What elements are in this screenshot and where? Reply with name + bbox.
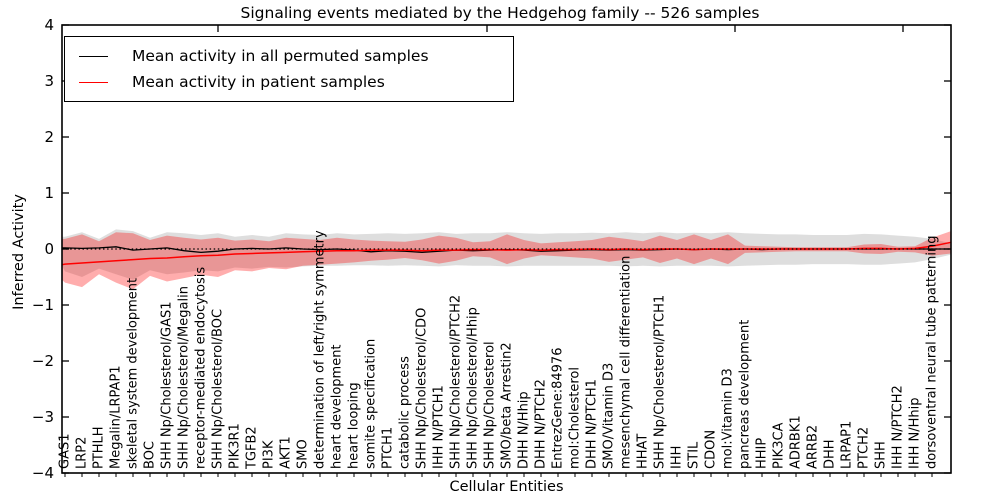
legend-label-permuted: Mean activity in all permuted samples [132,47,429,65]
x-axis-label: Cellular Entities [449,479,564,495]
y-tick-label: −1 [32,296,54,314]
category-label: SHH Np/Cholesterol/PTCH2 [449,295,464,469]
category-label: dorsoventral neural tube patterning [925,236,940,469]
category-label: pancreas development [738,320,753,469]
category-label: IHH N/PTCH2 [891,385,906,469]
y-tick-label: 3 [44,72,54,90]
category-label: determination of left/right symmetry [313,230,328,469]
category-label: LRP2 [75,437,90,469]
category-label: IHH [670,446,685,469]
permuted-line-swatch-icon [79,55,108,57]
category-label: SHH [874,441,889,469]
category-label: somite specification [364,339,379,469]
y-tick-label: −4 [32,464,54,482]
category-label: SHH Np/Cholesterol/Megalin [177,286,192,469]
y-tick-label: 2 [44,128,54,146]
category-label: CDON [704,430,719,469]
category-label: receptor-mediated endocytosis [194,267,209,469]
category-label: EntrezGene:84976 [551,348,566,469]
category-label: ARRB2 [806,425,821,469]
category-label: PI3K [262,440,277,469]
category-label: IHH N/PTCH1 [432,385,447,469]
category-label: HHIP [755,438,770,469]
category-label: PTCH1 [381,427,396,469]
category-label: heart development [330,344,345,469]
category-label: SHH Np/Cholesterol [483,341,498,469]
category-label: PIK3R1 [228,423,243,469]
category-label: mesenchymal cell differentiation [619,256,634,469]
category-label: DHH N/PTCH1 [585,379,600,469]
category-label: HHAT [636,434,651,469]
category-label: SHH Np/Cholesterol/Hhip [466,307,481,469]
category-label: PIK3CA [772,422,787,469]
category-label: PTCH2 [857,427,872,469]
y-axis-label: Inferred Activity [11,194,27,310]
category-label: Megalin/LRPAP1 [109,365,124,469]
category-label: SHH Np/Cholesterol/GAS1 [160,301,175,469]
category-label: PTHLH [92,426,107,469]
y-tick-label: 1 [44,184,54,202]
chart-title: Signaling events mediated by the Hedgeho… [240,4,760,22]
y-tick-label: −3 [32,408,54,426]
category-label: SHH Np/Cholesterol/BOC [211,309,226,469]
category-label: skeletal system development [126,278,141,469]
category-label: DHH [823,439,838,469]
legend: Mean activity in all permuted samples Me… [64,36,514,102]
band-patient [62,231,951,290]
category-label: SHH Np/Cholesterol/CDO [415,308,430,469]
category-label: STIL [687,441,702,469]
category-label: SHH Np/Cholesterol/PTCH1 [653,295,668,469]
category-label: heart looping [347,382,362,469]
category-label: GAS1 [58,434,73,470]
y-tick-label: 0 [44,240,54,258]
category-label: SMO/Vitamin D3 [602,363,617,469]
legend-label-patient: Mean activity in patient samples [132,73,385,91]
category-label: ADRBK1 [789,415,804,469]
category-label: IHH N/Hhip [908,398,923,470]
band-permuted [62,229,951,280]
category-label: mol:Vitamin D3 [721,368,736,469]
mean-line-patient [61,241,952,266]
category-label: mol:Cholesterol [568,367,583,469]
category-label: TGFB2 [245,426,260,470]
legend-entry-permuted: Mean activity in all permuted samples [79,43,513,69]
category-label: DHH N/PTCH2 [534,379,549,469]
category-label: catabolic process [398,356,413,469]
category-label: SMO/beta Arrestin2 [500,342,515,469]
y-tick-label: −2 [32,352,54,370]
y-tick-label: 4 [44,16,54,34]
category-label: BOC [143,441,158,469]
category-label: LRPAP1 [840,421,855,469]
category-label: SMO [296,439,311,469]
category-label: AKT1 [279,436,294,469]
category-label: DHH N/Hhip [517,391,532,469]
legend-entry-patient: Mean activity in patient samples [79,69,513,95]
patient-line-swatch-icon [79,81,108,83]
